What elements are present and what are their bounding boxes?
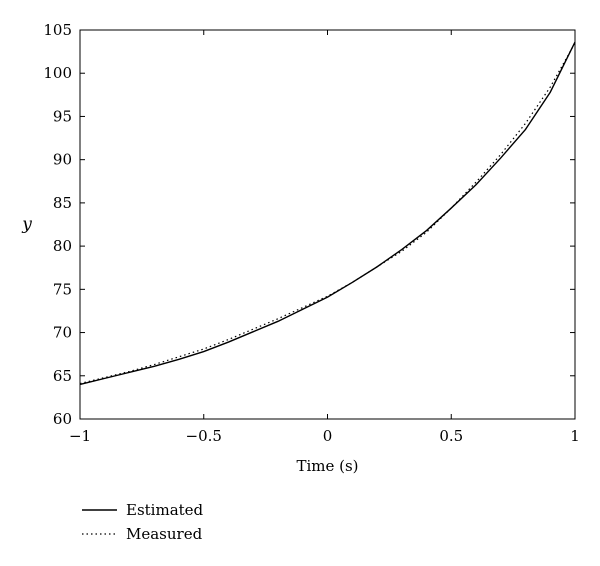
x-tick-label: 0 — [323, 427, 333, 445]
y-tick-label: 60 — [53, 410, 72, 428]
y-tick-label: 80 — [53, 237, 72, 255]
legend-label-measured: Measured — [126, 525, 203, 543]
x-tick-label: −0.5 — [186, 427, 222, 445]
legend-label-estimated: Estimated — [126, 501, 204, 519]
y-tick-label: 70 — [53, 324, 72, 342]
y-tick-label: 105 — [43, 21, 72, 39]
y-tick-label: 90 — [53, 151, 72, 169]
series-line-measured — [79, 42, 576, 385]
y-tick-label: 85 — [53, 194, 72, 212]
plot-frame — [79, 29, 576, 420]
x-tick-label: −1 — [69, 427, 91, 445]
y-tick-label: 95 — [53, 107, 72, 125]
x-axis-label: Time (s) — [296, 457, 358, 475]
legend: Estimated Measured — [82, 501, 204, 543]
y-tick-label: 75 — [53, 280, 72, 298]
x-tick-label: 0.5 — [439, 427, 463, 445]
series-line-estimated — [79, 41, 576, 386]
y-axis-label: y — [21, 215, 32, 235]
y-tick-label: 65 — [53, 367, 72, 385]
plot-area: −1 −0.5 0 0.5 1 60 65 70 75 80 85 90 95 100 105 — [43, 21, 579, 445]
y-tick-label: 100 — [43, 64, 72, 82]
x-tick-label: 1 — [570, 427, 580, 445]
